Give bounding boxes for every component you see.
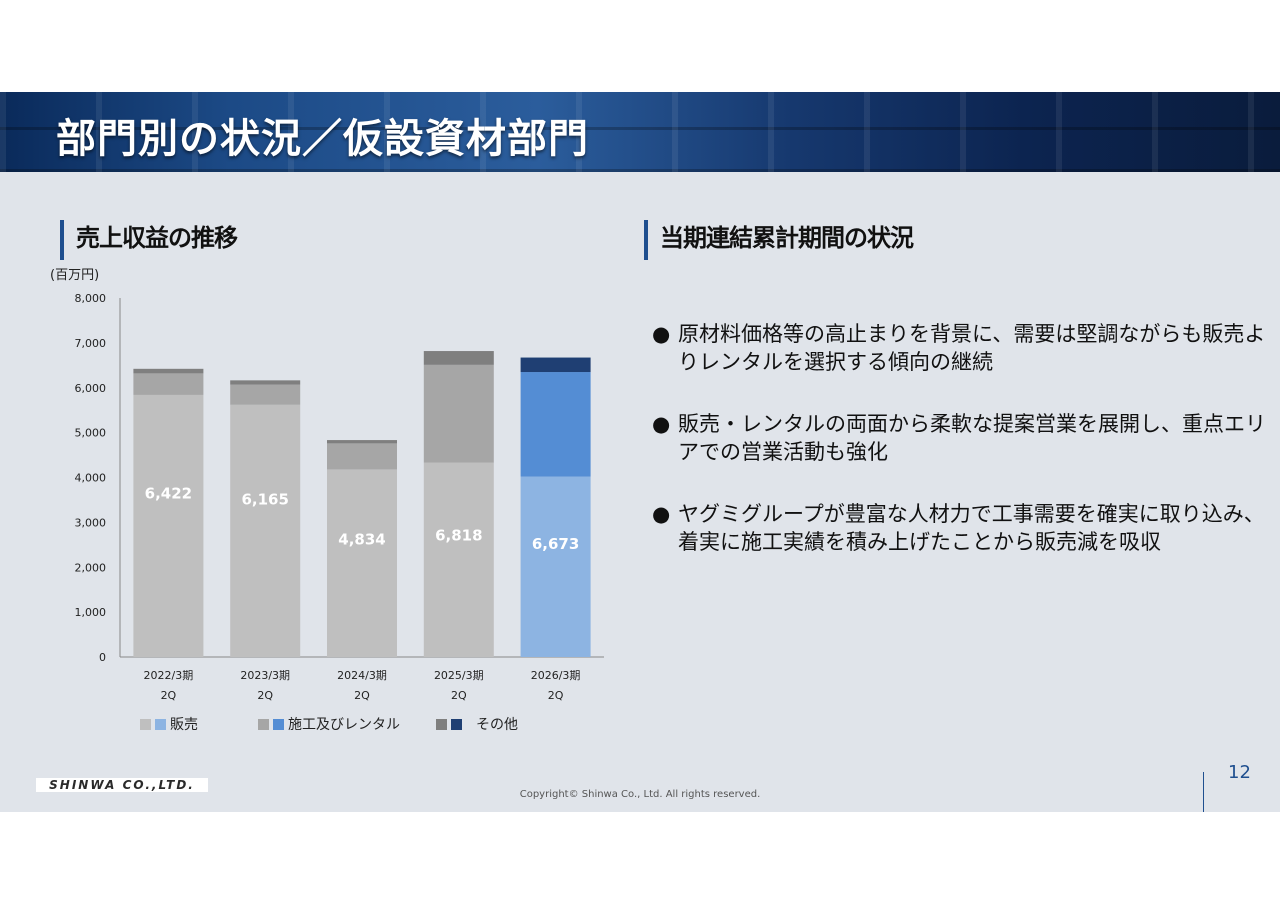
x-tick-sublabel: 2Q: [257, 689, 273, 702]
unit-label: (百万円): [50, 268, 100, 283]
legend-swatch-sales-blue: [155, 718, 166, 730]
y-tick-label: 6,000: [75, 382, 107, 395]
x-tick-label: 2025/3期: [434, 669, 484, 682]
legend-swatch-sales-gray: [140, 718, 151, 730]
bar-segment: [230, 380, 301, 385]
y-tick-label: 3,000: [75, 516, 107, 529]
legend-swatch-other-gray: [436, 718, 447, 730]
bar-total-label: 4,834: [338, 531, 385, 549]
bullet-text: ヤグミグループが豊富な人材力で工事需要を確実に取り込み、着実に施工実績を積み上げ…: [678, 502, 1265, 554]
bar-segment: [520, 476, 591, 657]
bar-total-label: 6,673: [532, 535, 579, 553]
legend-item-other: その他: [436, 714, 518, 734]
bar-segment: [327, 443, 397, 470]
bullet-dot-icon: ●: [652, 412, 671, 436]
x-tick-label: 2022/3期: [144, 669, 194, 682]
y-tick-label: 5,000: [75, 427, 107, 440]
x-tick-label: 2023/3期: [240, 669, 290, 682]
y-tick-label: 1,000: [75, 606, 107, 619]
left-section-heading: 売上収益の推移: [60, 220, 238, 260]
x-tick-sublabel: 2Q: [548, 689, 564, 702]
x-tick-sublabel: 2Q: [451, 689, 467, 702]
x-tick-label: 2026/3期: [531, 669, 581, 682]
y-tick-label: 8,000: [75, 292, 107, 305]
company-logo: SHINWA CO.,LTD.: [36, 778, 208, 792]
bar-segment: [230, 384, 301, 405]
bullet-item: ● ヤグミグループが豊富な人材力で工事需要を確実に取り込み、着実に施工実績を積み…: [652, 500, 1272, 556]
bar-segment: [327, 469, 397, 657]
bullet-dot-icon: ●: [652, 322, 671, 346]
page-title: 部門別の状況／仮設資材部門: [56, 116, 589, 162]
bar-segment: [520, 357, 591, 373]
legend-swatch-construction-gray: [258, 718, 269, 730]
title-banner: 部門別の状況／仮設資材部門: [0, 92, 1280, 172]
bar-segment: [423, 462, 494, 657]
bullet-item: ● 原材料価格等の高止まりを背景に、需要は堅調ながらも販売よりレンタルを選択する…: [652, 320, 1272, 376]
slide: 部門別の状況／仮設資材部門 売上収益の推移 当期連結累計期間の状況 (百万円) …: [0, 92, 1280, 812]
x-tick-sublabel: 2Q: [161, 689, 177, 702]
bar-segment: [423, 351, 494, 365]
legend-label-sales: 販売: [170, 717, 198, 733]
y-tick-label: 4,000: [75, 472, 107, 485]
y-tick-label: 2,000: [75, 561, 107, 574]
bullet-text: 販売・レンタルの両面から柔軟な提案営業を展開し、重点エリアでの営業活動も強化: [678, 412, 1266, 464]
right-heading-text: 当期連結累計期間の状況: [660, 224, 914, 252]
status-bullet-list: ● 原材料価格等の高止まりを背景に、需要は堅調ながらも販売よりレンタルを選択する…: [652, 320, 1272, 590]
bullet-dot-icon: ●: [652, 502, 671, 526]
legend-swatch-construction-blue: [273, 718, 284, 730]
legend-label-construction-rental: 施工及びレンタル: [288, 717, 400, 733]
bar-segment: [520, 372, 591, 477]
page-number-divider: [1203, 772, 1204, 812]
copyright-notice: Copyright© Shinwa Co., Ltd. All rights r…: [519, 789, 761, 800]
legend-item-sales: 販売: [140, 714, 198, 734]
bar-total-label: 6,165: [241, 491, 288, 509]
x-tick-sublabel: 2Q: [354, 689, 370, 702]
revenue-bar-chart: 0 1,000 2,000 3,000 4,000 5,000 6,000 7,000 8,00…: [75, 292, 604, 702]
y-tick-label: 7,000: [75, 337, 107, 350]
bar-total-label: 6,818: [435, 527, 482, 545]
x-tick-label: 2024/3期: [337, 669, 387, 682]
legend-swatch-other-blue: [451, 718, 462, 730]
bar-total-label: 6,422: [145, 485, 192, 503]
bar-segment: [230, 404, 301, 657]
bar-segment: [133, 368, 204, 374]
page-number: 12: [1228, 762, 1251, 783]
left-heading-text: 売上収益の推移: [76, 224, 238, 252]
y-tick-label: 0: [99, 651, 106, 664]
bullet-text: 原材料価格等の高止まりを背景に、需要は堅調ながらも販売よりレンタルを選択する傾向…: [678, 322, 1266, 374]
legend-item-construction-rental: 施工及びレンタル: [258, 714, 400, 734]
bar-segment: [133, 373, 204, 395]
bar-segment: [133, 394, 204, 657]
bar-segment: [327, 440, 397, 444]
right-section-heading: 当期連結累計期間の状況: [644, 220, 914, 260]
legend-label-other: その他: [476, 717, 518, 733]
bar-segment: [423, 364, 494, 463]
bullet-item: ● 販売・レンタルの両面から柔軟な提案営業を展開し、重点エリアでの営業活動も強化: [652, 410, 1272, 466]
